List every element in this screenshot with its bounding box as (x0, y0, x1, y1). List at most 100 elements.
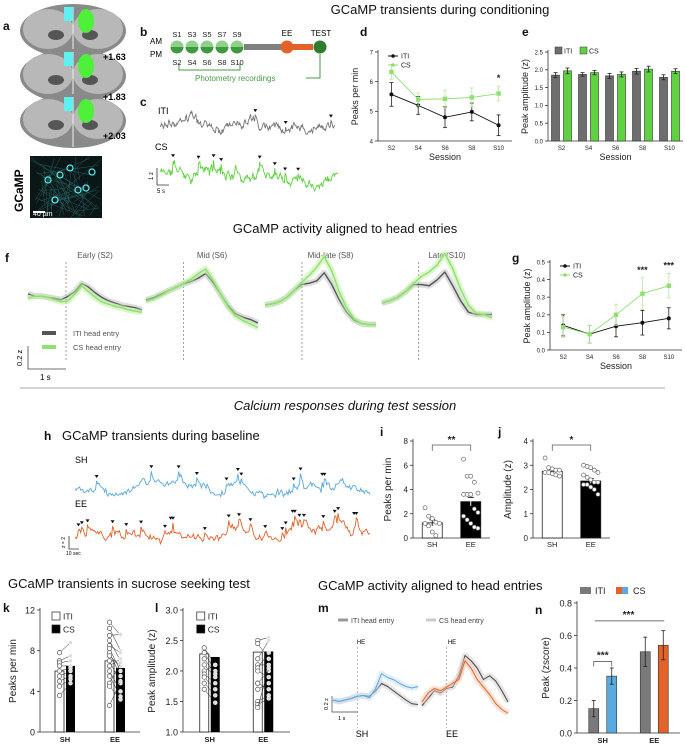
title-head-entries-bottom: GCaMP activity aligned to head entries (318, 578, 543, 593)
neurite (47, 178, 65, 208)
data-point (595, 479, 601, 485)
pair-line (204, 647, 216, 666)
iti-point (106, 637, 113, 644)
f-scale-y: 0.2 z (15, 349, 24, 366)
data-point (584, 475, 590, 480)
peak-marker (176, 465, 181, 469)
neurite (39, 191, 67, 218)
bar-iti (659, 76, 668, 142)
iti-point (106, 673, 113, 679)
recordings-label: Photometry recordings (195, 74, 275, 83)
data-point (475, 525, 481, 531)
bar-cs (606, 675, 618, 734)
y-tick-label: 0.3 (537, 296, 546, 302)
cs-point (68, 640, 73, 645)
legend-marker (391, 54, 395, 58)
neurite (74, 205, 77, 208)
y-tick-label: 0.0 (559, 728, 572, 738)
y-tick-label: 1.0 (535, 104, 544, 110)
legend-marker (391, 63, 395, 67)
peak-marker (110, 520, 115, 524)
iti-point (106, 703, 113, 709)
bar-cs (644, 68, 653, 142)
scale-bar-label: 40 µm (33, 211, 53, 218)
ee-trace-label: EE (446, 729, 458, 739)
neurite (73, 186, 99, 202)
cell-body (88, 168, 96, 176)
x-axis-label: Session (600, 361, 632, 371)
legend-label: ITI (573, 264, 581, 271)
pair-line (109, 628, 121, 651)
x-tick-label: S10 (663, 355, 674, 361)
data-point (389, 92, 394, 97)
neurite (36, 198, 83, 216)
legend-iti-label: ITI head entry (73, 329, 120, 338)
peak-marker (224, 477, 229, 481)
neurite (40, 185, 90, 201)
significance-marker: *** (637, 265, 648, 275)
cs-avg-trace-line (145, 268, 259, 329)
peak-marker (139, 520, 144, 524)
data-point (557, 473, 562, 479)
data-point (416, 97, 421, 102)
data-point (426, 523, 431, 529)
h-scale-x: 10 sec (66, 551, 81, 557)
iti-point (106, 653, 113, 659)
am-session-circle (200, 40, 214, 47)
peak-marker (94, 474, 99, 478)
iti-point (255, 686, 261, 692)
coord-label: +1.83 (103, 92, 126, 102)
am-session-label: S9 (232, 30, 241, 39)
y-tick-label: 2 (524, 486, 529, 495)
panel-label-f: f (5, 251, 10, 265)
peak-marker (283, 167, 288, 171)
y-axis-label: Peak (zscore) (541, 637, 552, 699)
chart-d: 4 5 6 7 Peaks per min S2 S4 S6 S8 S10 Session ITI CS… (350, 50, 512, 162)
data-point (640, 320, 645, 325)
iti-point (56, 663, 63, 669)
panel-label-h: h (44, 429, 51, 443)
neurite (34, 171, 54, 201)
significance-marker: * (497, 73, 501, 83)
legend-swatch-cs-sh (622, 587, 628, 594)
coord-label: +1.63 (103, 52, 126, 62)
x-tick-label: SH (205, 735, 215, 744)
pm-session-label: S6 (202, 58, 211, 67)
pair-line (204, 652, 216, 672)
cs-point (213, 700, 218, 705)
peak-marker (235, 467, 240, 471)
iti-point (106, 625, 113, 631)
pair-line (204, 664, 216, 678)
data-point (437, 521, 442, 526)
y-tick-label: 4 (370, 139, 374, 145)
am-session-label: S3 (187, 30, 196, 39)
cs-point (118, 668, 123, 674)
iti-point (255, 640, 261, 647)
recording-bracket (178, 63, 241, 71)
data-point (389, 69, 394, 75)
y-tick-label: 2.5 (165, 636, 178, 646)
pair-line (204, 658, 216, 675)
iti-point (56, 692, 63, 698)
y-tick-label: 3.0 (165, 605, 178, 615)
x-axis-label: Session (429, 152, 461, 162)
m-scale-x: 1 s (338, 716, 346, 722)
iti-point (106, 632, 113, 638)
x-tick-label: SH (598, 736, 608, 745)
test-circle (313, 40, 327, 54)
neurite (72, 189, 100, 216)
data-point (472, 479, 477, 485)
neurite (74, 212, 80, 217)
y-tick-label: 4 (524, 437, 529, 446)
cs-avg-trace-line (332, 673, 419, 702)
f-panel-title: Mid-late (S8) (308, 251, 354, 260)
iti-point (106, 668, 113, 674)
iti-point (56, 673, 63, 679)
iti-trace-label: ITI (158, 106, 169, 116)
panel-label-a: a (3, 19, 10, 33)
pm-session-label: S8 (217, 58, 226, 67)
peak-marker (336, 507, 341, 511)
ee-bar (293, 44, 313, 50)
c-scale-x: 5 s (157, 189, 165, 195)
neurite (67, 156, 90, 177)
